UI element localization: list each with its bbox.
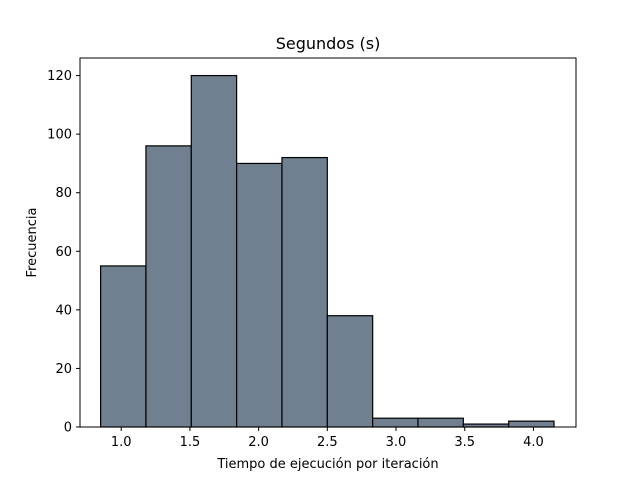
x-tick-label: 4.0 [523,435,544,450]
x-tick-label: 1.5 [180,435,201,450]
histogram-bar [508,420,555,428]
histogram-bar [281,156,328,428]
x-tick-label: 2.5 [317,435,338,450]
y-tick-label: 100 [47,128,72,143]
histogram-bar [236,162,283,428]
histogram-bar [100,265,147,428]
y-axis-ticks: 0 20 40 60 80 100 120 [47,69,80,436]
y-tick-label: 60 [55,245,72,260]
y-tick-label: 120 [47,69,72,84]
x-tick-label: 3.0 [386,435,407,450]
x-tick-label: 1.0 [111,435,132,450]
y-tick-label: 0 [64,421,72,436]
y-axis-label: Frecuencia [25,208,40,278]
bars-group [100,74,555,428]
histogram-bar [145,145,192,428]
histogram-bar [372,417,419,428]
x-axis-label: Tiempo de ejecución por iteración [216,457,438,472]
histogram-bar [417,417,464,428]
chart-title: Segundos (s) [276,34,381,53]
y-tick-label: 40 [55,303,72,318]
y-tick-label: 80 [55,186,72,201]
x-axis-ticks: 1.0 1.5 2.0 2.5 3.0 3.5 4.0 [111,427,544,450]
histogram-bar [326,315,374,428]
x-tick-label: 3.5 [454,435,475,450]
x-tick-label: 2.0 [248,435,269,450]
y-tick-label: 20 [55,362,72,377]
histogram-bar [190,74,238,428]
plot-frame [79,57,577,428]
